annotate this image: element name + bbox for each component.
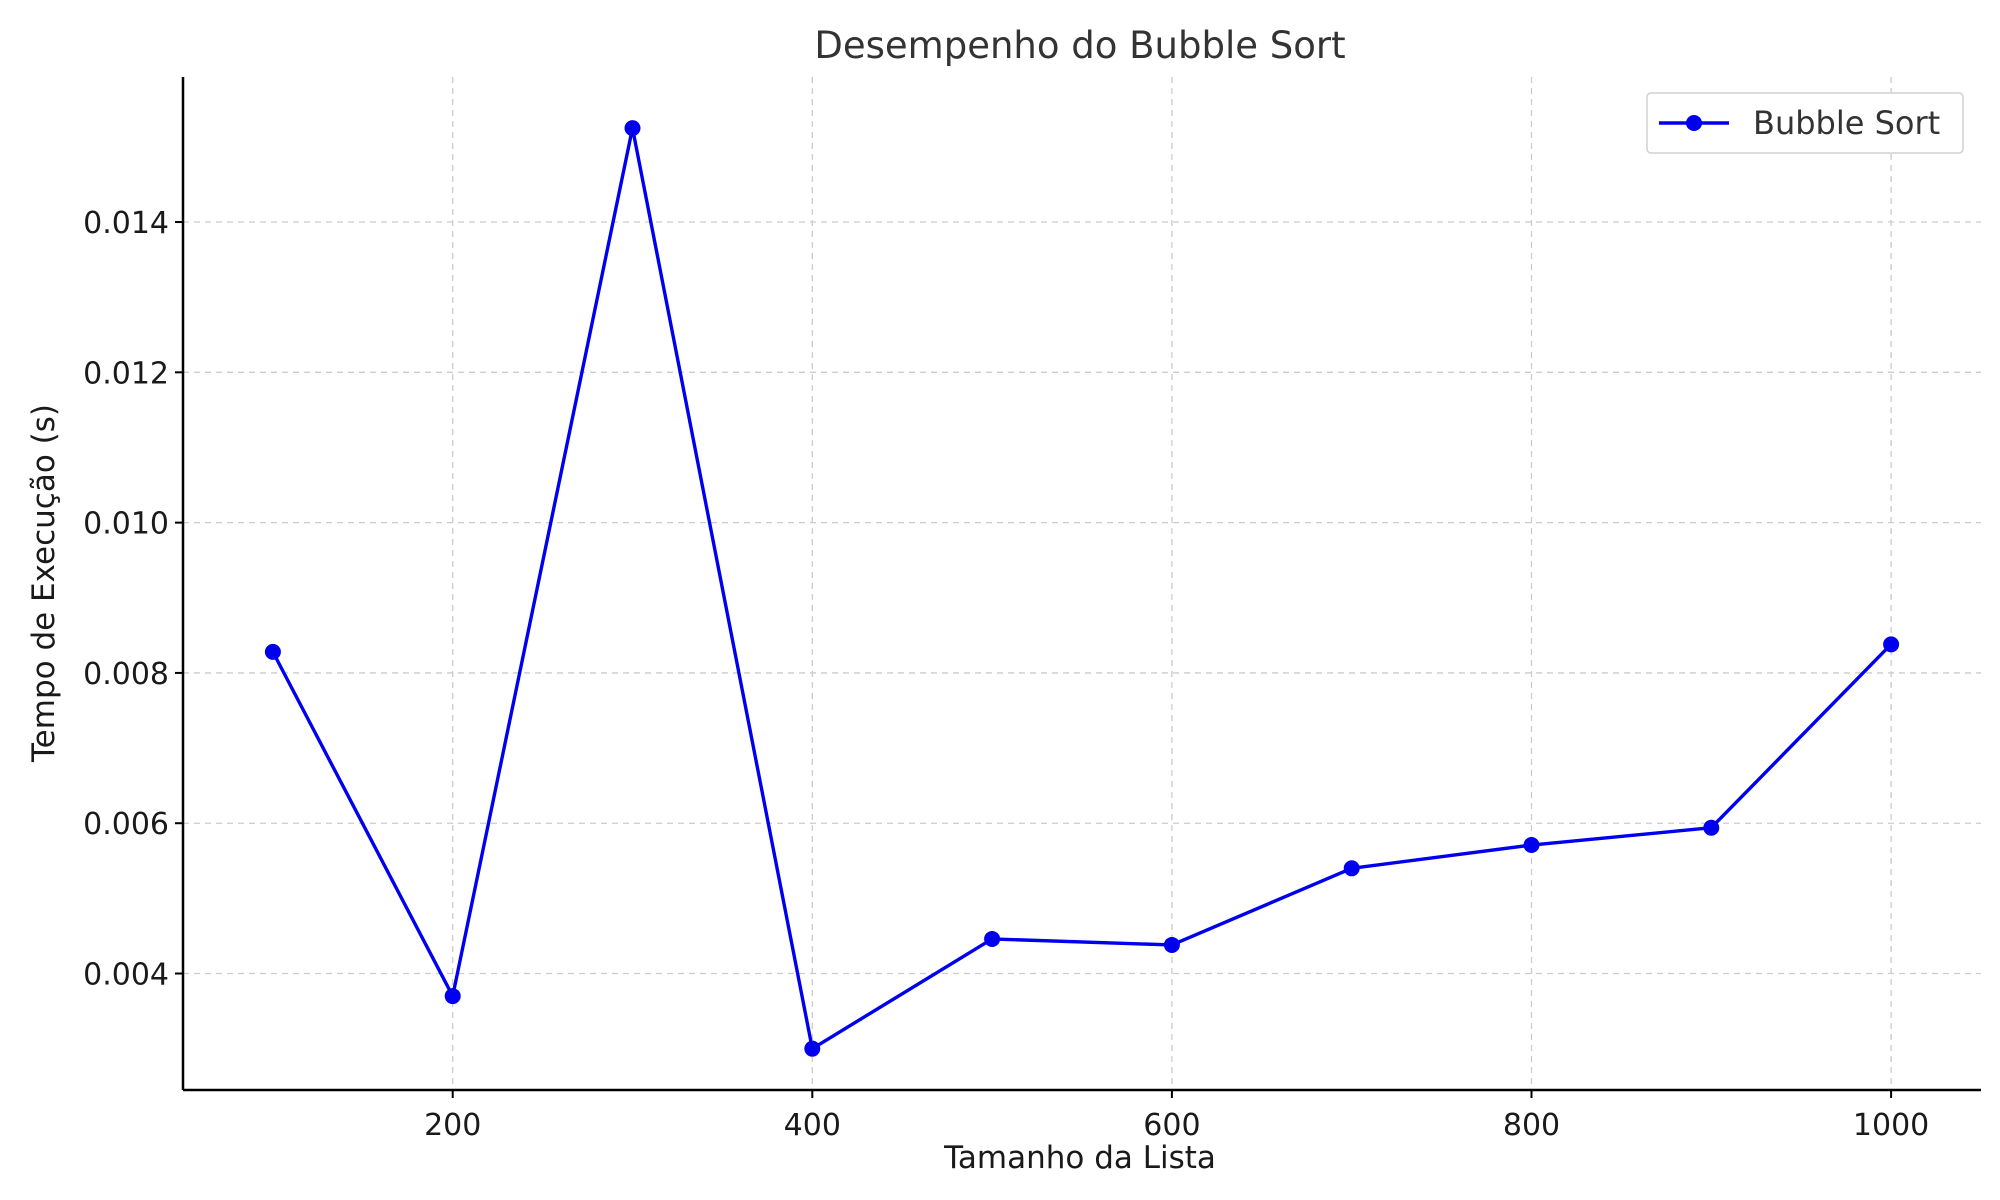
y-tick-label: 0.014: [83, 206, 169, 241]
legend-point-marker: [1686, 115, 1702, 131]
y-tick-label: 0.004: [83, 958, 169, 993]
y-axis-label: Tempo de Execução (s): [26, 404, 62, 763]
y-tick-label: 0.012: [83, 356, 169, 391]
legend: Bubble Sort: [1646, 92, 1964, 154]
tick-labels: 200 400 600 800 1000 0.004 0.006 0.008 0.010 0.01…: [83, 206, 1929, 1143]
series-layer: [264, 120, 1900, 1057]
data-point: [1163, 936, 1180, 953]
y-tick-label: 0.010: [83, 507, 169, 542]
data-point: [1703, 819, 1720, 836]
x-tick-label: 800: [1503, 1108, 1560, 1143]
data-point: [444, 988, 461, 1005]
data-point: [1883, 636, 1900, 653]
axes: [181, 77, 1981, 1092]
data-point: [624, 120, 641, 137]
y-tick-label: 0.006: [83, 807, 169, 842]
data-point: [804, 1040, 821, 1057]
series-line: [271, 126, 1893, 1051]
x-axis-label: Tamanho da Lista: [943, 1140, 1216, 1176]
y-tick-label: 0.008: [83, 657, 169, 692]
x-tick-label: 600: [1143, 1108, 1200, 1143]
x-tick-label: 200: [424, 1108, 481, 1143]
legend-label: Bubble Sort: [1753, 104, 1940, 142]
x-tick-label: 1000: [1853, 1108, 1929, 1143]
data-point: [1343, 860, 1360, 877]
grid-lines: [183, 77, 1981, 1090]
data-point: [264, 643, 281, 660]
data-point: [1523, 837, 1540, 854]
x-tick-label: 400: [784, 1108, 841, 1143]
data-point: [984, 930, 1001, 947]
legend-box: [1646, 92, 1964, 154]
chart-title: Desempenho do Bubble Sort: [814, 24, 1345, 67]
